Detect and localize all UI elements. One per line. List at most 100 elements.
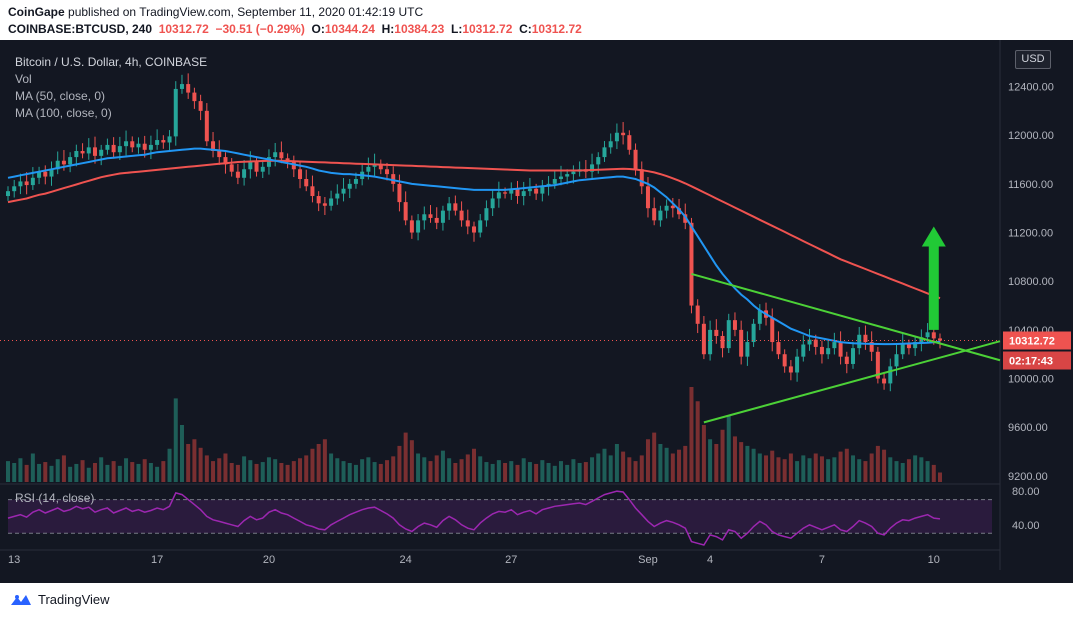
volume-bar: [627, 457, 632, 482]
candle-body: [341, 188, 346, 194]
candle-body: [869, 342, 874, 352]
candle-body: [832, 342, 837, 349]
candle-body: [633, 149, 638, 170]
volume-bar: [496, 460, 501, 482]
publisher-name[interactable]: CoinGape: [8, 5, 65, 19]
time-axis-tick: 4: [707, 554, 713, 566]
candle-body: [695, 305, 700, 324]
volume-bar: [652, 432, 657, 482]
candle-body: [55, 160, 60, 170]
bullish-arrow-head: [921, 226, 946, 247]
volume-bar: [894, 461, 899, 482]
last-price-label: 10312.72: [1009, 336, 1055, 348]
volume-bar: [565, 464, 570, 482]
volume-bar: [764, 455, 769, 482]
candle-body: [204, 110, 209, 142]
candle-body: [74, 151, 79, 158]
candle-body: [757, 310, 762, 324]
volume-bar: [639, 455, 644, 482]
chart-background: [0, 40, 1073, 583]
volume-bar: [167, 448, 172, 482]
tradingview-brand[interactable]: TradingView: [10, 592, 110, 607]
candle-body: [596, 157, 601, 165]
candle-body: [273, 152, 278, 158]
volume-bar: [204, 455, 209, 482]
volume-bar: [527, 462, 532, 482]
volume-bar: [888, 457, 893, 482]
price-axis-tick: 9200.00: [1008, 471, 1048, 483]
candle-body: [186, 84, 191, 93]
volume-bar: [99, 457, 104, 482]
volume-bar: [863, 461, 868, 482]
candle-body: [254, 161, 259, 172]
candle-body: [931, 332, 936, 339]
volume-bar: [900, 463, 905, 482]
candle-body: [658, 210, 663, 221]
candle-body: [391, 174, 396, 184]
candle-body: [565, 174, 570, 177]
volume-bar: [43, 462, 48, 482]
ohlc-line: COINBASE:BTCUSD, 240 10312.72 −30.51 (−0…: [8, 22, 582, 36]
candle-body: [745, 342, 750, 357]
volume-bar: [260, 462, 265, 482]
candle-body: [37, 171, 42, 178]
candle-body: [161, 140, 166, 143]
currency-tag[interactable]: USD: [1015, 50, 1051, 69]
publish-line: CoinGape published on TradingView.com, S…: [8, 5, 423, 19]
price-axis-tick: 10800.00: [1008, 276, 1054, 288]
volume-bar: [732, 436, 737, 482]
volume-bar: [130, 462, 135, 482]
volume-bar: [857, 459, 862, 482]
candle-body: [590, 164, 595, 172]
volume-bar: [329, 453, 334, 482]
candle-body: [434, 217, 439, 223]
volume-bar: [745, 445, 750, 482]
price-axis-tick: 11200.00: [1008, 228, 1053, 240]
candle-body: [68, 157, 73, 165]
volume-bar: [18, 458, 23, 482]
volume-bar: [608, 455, 613, 482]
candle-body: [223, 157, 228, 165]
candle-body: [329, 198, 334, 206]
candle-body: [260, 166, 265, 172]
candle-body: [80, 151, 85, 154]
candle-body: [248, 161, 253, 170]
candle-body: [807, 339, 812, 345]
volume-bar: [285, 464, 290, 482]
candle-body: [938, 338, 942, 341]
candle-body: [621, 132, 626, 136]
candle-body: [298, 169, 303, 179]
candle-body: [6, 191, 10, 197]
candle-body: [130, 141, 135, 148]
volume-bar: [366, 457, 371, 482]
candle-body: [770, 317, 775, 343]
publish-header: CoinGape published on TradingView.com, S…: [0, 0, 1073, 40]
candle-body: [863, 334, 868, 343]
candle-body: [552, 178, 557, 184]
candle-body: [304, 178, 309, 187]
candle-body: [459, 210, 464, 221]
volume-bar: [142, 459, 147, 482]
volume-bar: [186, 444, 191, 482]
volume-bar: [571, 459, 576, 482]
rsi-axis-tick: 40.00: [1012, 520, 1040, 532]
volume-bar: [223, 453, 228, 482]
volume-bar: [298, 458, 303, 482]
time-axis-tick: Sep: [638, 554, 658, 566]
candle-body: [217, 151, 222, 158]
candle-body: [99, 149, 104, 156]
volume-bar: [422, 457, 427, 482]
candle-body: [851, 348, 856, 364]
volume-bar: [229, 463, 234, 482]
price-axis-tick: 12400.00: [1008, 82, 1054, 94]
volume-bar: [37, 463, 42, 482]
close-label: C:: [519, 22, 532, 36]
candle-body: [347, 183, 352, 189]
candle-body: [540, 186, 545, 194]
volume-bar: [795, 461, 800, 482]
volume-bar: [683, 445, 688, 482]
open-value: 10344.24: [324, 22, 375, 36]
price-chart[interactable]: 12400.00 12000.00 11600.00 11200.00 10800.00…: [0, 40, 1073, 583]
volume-bar: [552, 465, 557, 482]
candle-body: [61, 160, 66, 165]
